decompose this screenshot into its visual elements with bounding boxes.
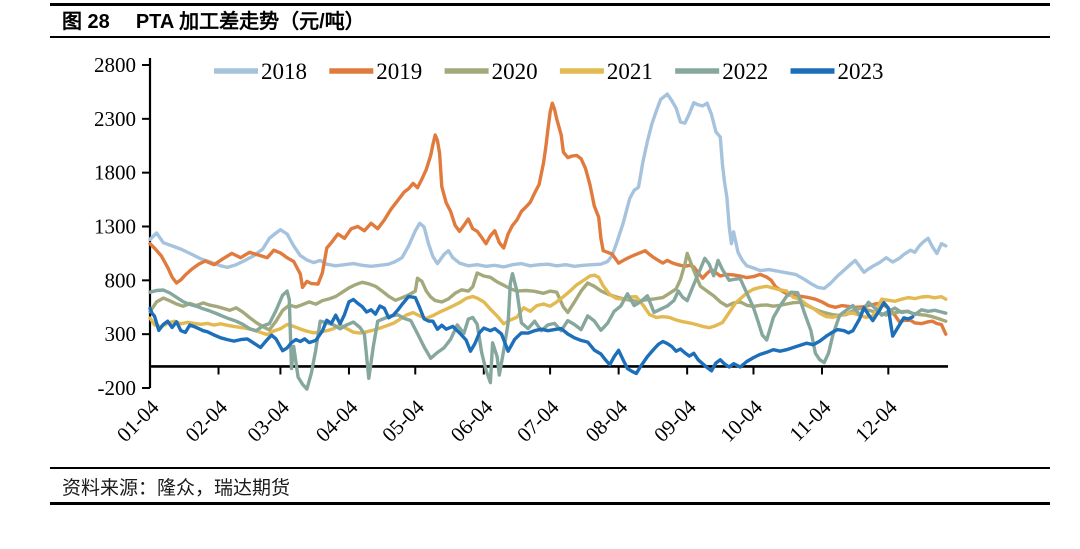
- y-tick-label: 2300: [94, 107, 136, 131]
- x-tick-label: 03-04: [242, 395, 294, 447]
- x-tick-label: 06-04: [446, 395, 498, 447]
- x-tick-label: 05-04: [377, 395, 429, 447]
- legend-label-2020: 2020: [492, 59, 538, 84]
- legend-label-2019: 2019: [376, 59, 422, 84]
- legend-label-2018: 2018: [261, 59, 307, 84]
- y-tick-label: -200: [98, 376, 137, 400]
- divider-bottom: [50, 502, 1050, 505]
- x-tick-label: 10-04: [715, 395, 767, 447]
- legend-label-2023: 2023: [838, 59, 884, 84]
- x-tick-label: 02-04: [180, 395, 232, 447]
- divider-top: [50, 3, 1050, 6]
- divider-under-title: [50, 36, 1050, 38]
- series-line-2021: [148, 273, 948, 337]
- x-tick-label: 04-04: [311, 395, 363, 447]
- figure-title: PTA 加工差走势（元/吨）: [135, 11, 365, 33]
- y-tick-label: 800: [105, 268, 137, 292]
- x-tick-label: 12-04: [850, 395, 902, 447]
- y-tick-label: 2800: [94, 53, 136, 77]
- x-tick-label: 08-04: [581, 395, 633, 447]
- plot-series-group: [148, 92, 948, 391]
- legend-label-2022: 2022: [722, 59, 768, 84]
- x-tick-label: 09-04: [649, 395, 701, 447]
- series-line-2018: [148, 92, 948, 291]
- x-tick-label: 01-04: [112, 395, 164, 447]
- figure-label: 图 28: [62, 11, 110, 33]
- series-line-2019: [148, 101, 948, 336]
- source-note: 资料来源：隆众，瑞达期货: [62, 478, 291, 499]
- y-tick-label: 1800: [94, 161, 136, 185]
- series-line-2023: [148, 294, 915, 376]
- figure-title-row: 图 28 PTA 加工差走势（元/吨）: [62, 11, 365, 33]
- x-tick-label: 11-04: [784, 395, 835, 446]
- divider-above-source: [50, 467, 1050, 469]
- series-line-2022: [148, 256, 948, 391]
- legend-label-2021: 2021: [607, 59, 653, 84]
- y-tick-label: 300: [105, 322, 137, 346]
- y-tick-label: 1300: [94, 215, 136, 239]
- x-tick-label: 07-04: [512, 395, 564, 447]
